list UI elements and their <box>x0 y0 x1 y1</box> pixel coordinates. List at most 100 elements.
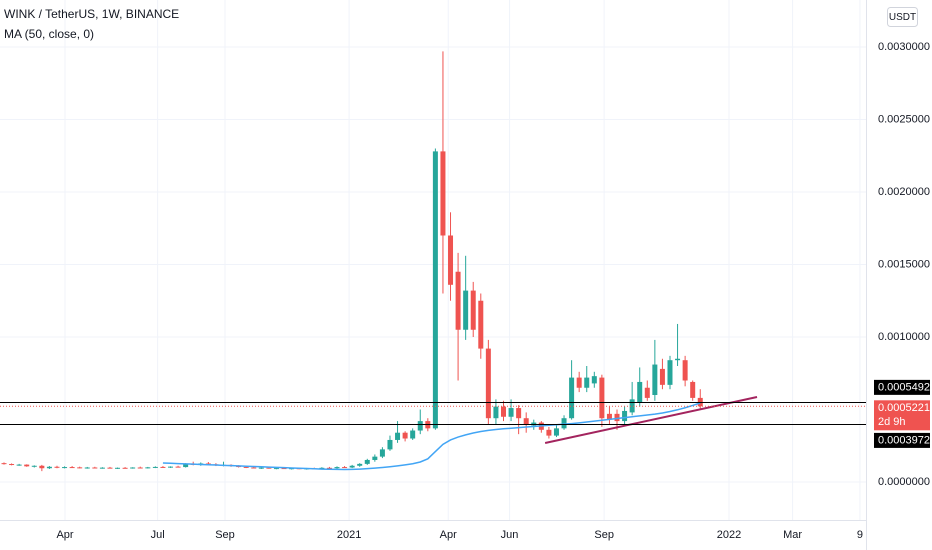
candle-body <box>599 377 605 419</box>
last-price-label-bg <box>874 400 930 431</box>
currency-button[interactable] <box>887 7 918 27</box>
candle-body <box>326 467 332 469</box>
candle-body <box>675 358 681 361</box>
candle-body <box>130 467 136 469</box>
candle-body <box>266 467 272 469</box>
y-tick-label: 0.0015000 <box>878 258 930 270</box>
candle-body <box>561 418 567 429</box>
candle-body <box>614 413 620 422</box>
countdown-label: 2d 9h <box>878 416 906 428</box>
candle-body <box>9 464 15 466</box>
candle-body <box>54 466 60 468</box>
candle-body <box>432 151 438 429</box>
x-tick-label: Apr <box>440 529 457 541</box>
candle-body <box>251 467 257 469</box>
candle-body <box>682 360 688 381</box>
level-label-bg <box>874 432 930 448</box>
candle-body <box>122 467 128 469</box>
candle-body <box>205 463 211 465</box>
candle-body <box>569 377 575 419</box>
y-tick-label: 0.0020000 <box>878 186 930 198</box>
candle-body <box>402 432 408 439</box>
candle-body <box>31 465 37 467</box>
x-tick-label: Sep <box>215 529 235 541</box>
candle-body <box>591 376 597 384</box>
candle-body <box>349 465 355 468</box>
level-label: 0.0003972 <box>878 434 930 446</box>
candle-body <box>183 463 189 468</box>
y-tick-label: 0.0000000 <box>878 476 930 488</box>
plot <box>0 51 866 472</box>
candle-body <box>24 464 30 467</box>
last-price-label: 0.0005221 <box>878 402 930 414</box>
candle-body <box>629 399 635 413</box>
candle-body <box>357 463 363 466</box>
candle-body <box>137 467 143 469</box>
trend-line <box>544 396 758 444</box>
candle-body <box>652 364 658 396</box>
y-tick-label: 0.0030000 <box>878 41 930 53</box>
candle-body <box>152 466 158 468</box>
candle-body <box>659 368 665 385</box>
candle-body <box>667 360 673 385</box>
candle-body <box>281 468 287 470</box>
candle-body <box>62 467 68 469</box>
candle-body <box>107 467 113 469</box>
chart-title: WINK / TetherUS, 1W, BINANCE <box>4 7 179 21</box>
candle-body <box>77 467 83 469</box>
candle-body <box>440 151 446 236</box>
x-tick-label: Jul <box>151 529 165 541</box>
candle-body <box>84 467 90 469</box>
candle-body <box>455 271 461 330</box>
y-tick-label: 0.0025000 <box>878 113 930 125</box>
candle-body <box>289 468 295 470</box>
candle-body <box>395 432 401 440</box>
y-tick-label: 0.0010000 <box>878 331 930 343</box>
currency-label[interactable]: USDT <box>889 12 916 23</box>
candle-body <box>508 408 514 417</box>
candle-body <box>364 459 370 464</box>
candle-body <box>637 381 643 403</box>
candle-body <box>584 377 590 388</box>
candle-body <box>470 290 476 330</box>
candle-body <box>553 428 559 436</box>
candle-body <box>243 466 249 468</box>
candle-body <box>576 377 582 388</box>
candle-body <box>334 467 340 469</box>
candle-body <box>516 408 522 419</box>
x-tick-label: Jun <box>501 529 519 541</box>
candle-body <box>546 429 552 436</box>
candle-body <box>485 348 491 419</box>
candle-body <box>39 465 45 469</box>
candle-body <box>410 430 416 439</box>
candle-body <box>99 467 105 469</box>
x-tick-label: Apr <box>56 529 73 541</box>
candle-body <box>168 466 174 468</box>
candle-body <box>478 300 484 349</box>
x-tick-label: 2021 <box>337 529 361 541</box>
ma-line <box>162 402 701 471</box>
x-tick-label: Mar <box>783 529 802 541</box>
candle-body <box>273 468 279 470</box>
candle-body <box>69 467 75 469</box>
candle-body <box>622 410 628 422</box>
x-tick-label: Sep <box>594 529 614 541</box>
level-label-bg <box>874 379 930 395</box>
candle-body <box>417 421 423 431</box>
axes: 0.0030000 0.0025000 0.0020000 0.0015000 0.00… <box>56 41 930 541</box>
level-label: 0.0005492 <box>878 381 930 393</box>
candle-body <box>387 439 393 450</box>
legend-entry: MA (50, close, 0) <box>4 27 94 41</box>
candle-body <box>258 467 264 469</box>
candle-body <box>606 413 612 420</box>
candle-body <box>160 466 166 468</box>
candle-body <box>145 467 151 469</box>
candle-body <box>379 449 385 457</box>
candle-body <box>372 456 378 460</box>
candle-body <box>342 467 348 469</box>
candle-body <box>92 467 98 469</box>
candle-body <box>463 290 469 330</box>
candle-body <box>500 406 506 417</box>
x-tick-label: 9 <box>857 529 863 541</box>
